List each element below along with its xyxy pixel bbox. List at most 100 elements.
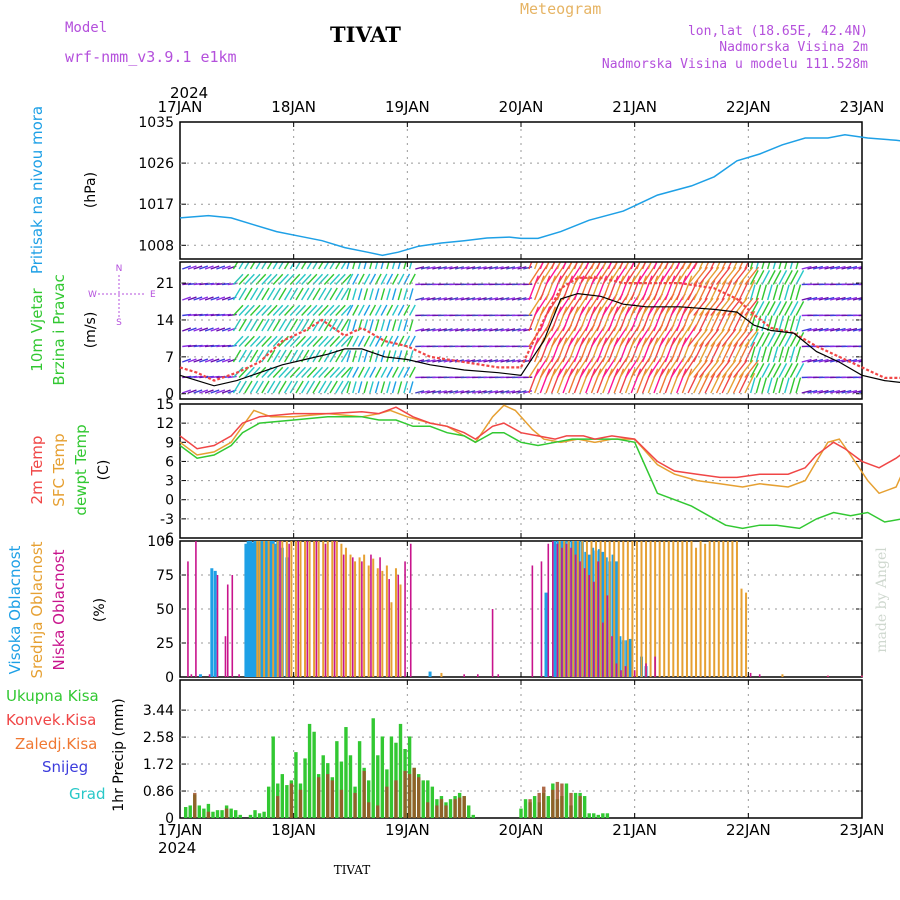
wind-arrow (477, 297, 487, 301)
wind-arrow (306, 335, 318, 347)
wind-arrow (733, 297, 748, 316)
wind-arrow (517, 390, 527, 394)
wind-arrow (471, 328, 482, 332)
wind-arrow (340, 304, 352, 316)
wind-arrow (539, 337, 551, 363)
wind-arrow (266, 318, 276, 332)
wind-arrow (374, 381, 380, 394)
wind-arrow (636, 368, 647, 394)
wind-arrow (363, 335, 371, 347)
wind-arrow (619, 306, 630, 332)
wind-arrow (363, 262, 367, 270)
wind-arrow (841, 358, 852, 363)
wind-arrow (306, 304, 318, 316)
wind-arrow (238, 380, 247, 394)
wind-arrow (244, 287, 253, 301)
wind-arrow (523, 266, 533, 270)
tick-label-y-clouds: 75 (156, 568, 174, 584)
wind-arrow (681, 306, 693, 332)
precip-bar-total (546, 796, 550, 818)
wind-arrow (295, 349, 304, 363)
wind-arrow (187, 265, 197, 270)
wind-arrow (727, 310, 739, 332)
wind-arrow (778, 284, 785, 301)
wind-arrow (693, 372, 705, 394)
wind-arrow (374, 288, 380, 301)
wind-arrow (278, 318, 287, 332)
wind-arrow (301, 262, 307, 270)
panel-title-tsfc-group: SFC Temp (50, 433, 68, 506)
wind-arrow (346, 262, 350, 270)
wind-arrow (187, 358, 197, 363)
wind-arrow (715, 359, 731, 378)
wind-arrow (249, 304, 261, 316)
wind-arrow (323, 349, 333, 363)
wind-arrow (415, 390, 425, 394)
wind-arrow (596, 262, 601, 270)
wind-arrow (272, 380, 282, 394)
wind-arrow (272, 287, 282, 301)
wind-arrow (329, 273, 341, 285)
compass-w-label: W (88, 290, 97, 300)
wind-arrow (500, 266, 510, 270)
wind-arrow (408, 381, 414, 394)
wind-arrow (579, 368, 591, 394)
wind-arrow (830, 265, 841, 270)
wind-arrow (670, 262, 675, 270)
wind-arrow (551, 337, 562, 363)
wind-arrow (369, 366, 377, 378)
altitude-label: Nadmorska Visina 2m (719, 40, 868, 55)
wind-arrow (261, 335, 272, 347)
wind-arrow (795, 270, 805, 285)
wind-arrow (261, 349, 270, 363)
wind-arrow (641, 337, 653, 363)
wind-arrow (749, 346, 756, 363)
tick-label-y-temperature: -6 (160, 531, 174, 547)
precip-bar-total (206, 803, 211, 818)
wind-arrow (352, 304, 360, 316)
wind-arrow (528, 275, 539, 301)
ylabel-temperature-group: (C) (96, 460, 112, 481)
wind-arrow (795, 363, 805, 378)
wind-arrow (744, 310, 756, 332)
wind-arrow (676, 368, 687, 394)
wind-arrow (284, 366, 295, 378)
precip-bar-conv (385, 786, 389, 818)
wind-arrow (295, 380, 304, 394)
wind-arrow (244, 318, 253, 332)
wind-arrow (755, 301, 765, 316)
wind-arrow (204, 327, 214, 332)
wind-arrow (283, 262, 290, 270)
wind-arrow (636, 262, 641, 270)
wind-arrow (830, 327, 841, 332)
wind-arrow (289, 349, 299, 363)
wind-arrow (216, 296, 226, 301)
wind-arrow (272, 262, 279, 270)
wind-arrow (426, 359, 436, 363)
precip-bar-total (248, 814, 253, 818)
wind-arrow (607, 262, 612, 270)
wind-arrow (715, 266, 731, 285)
wind-arrow (847, 296, 858, 301)
precip-bar-total (426, 780, 430, 818)
wind-arrow (301, 287, 310, 301)
precip-bar-conv (339, 789, 344, 818)
wind-arrow (568, 368, 579, 394)
wind-arrow (801, 265, 812, 270)
wind-arrow (363, 304, 371, 316)
wind-arrow (704, 341, 716, 363)
wind-arrow (727, 262, 733, 270)
wind-arrow (847, 389, 858, 394)
wind-arrow (676, 262, 692, 285)
precip-bar-conv (457, 797, 462, 818)
wind-arrow (528, 306, 539, 332)
precip-bar-total (233, 810, 238, 818)
wind-arrow (761, 363, 771, 378)
precip-bar-total (321, 755, 325, 818)
wind-arrow (386, 319, 391, 332)
wind-arrow (500, 359, 510, 363)
wind-arrow (778, 332, 788, 347)
wind-arrow (454, 266, 464, 270)
station-title: TIVAT (330, 22, 401, 47)
wind-arrow (506, 359, 516, 363)
